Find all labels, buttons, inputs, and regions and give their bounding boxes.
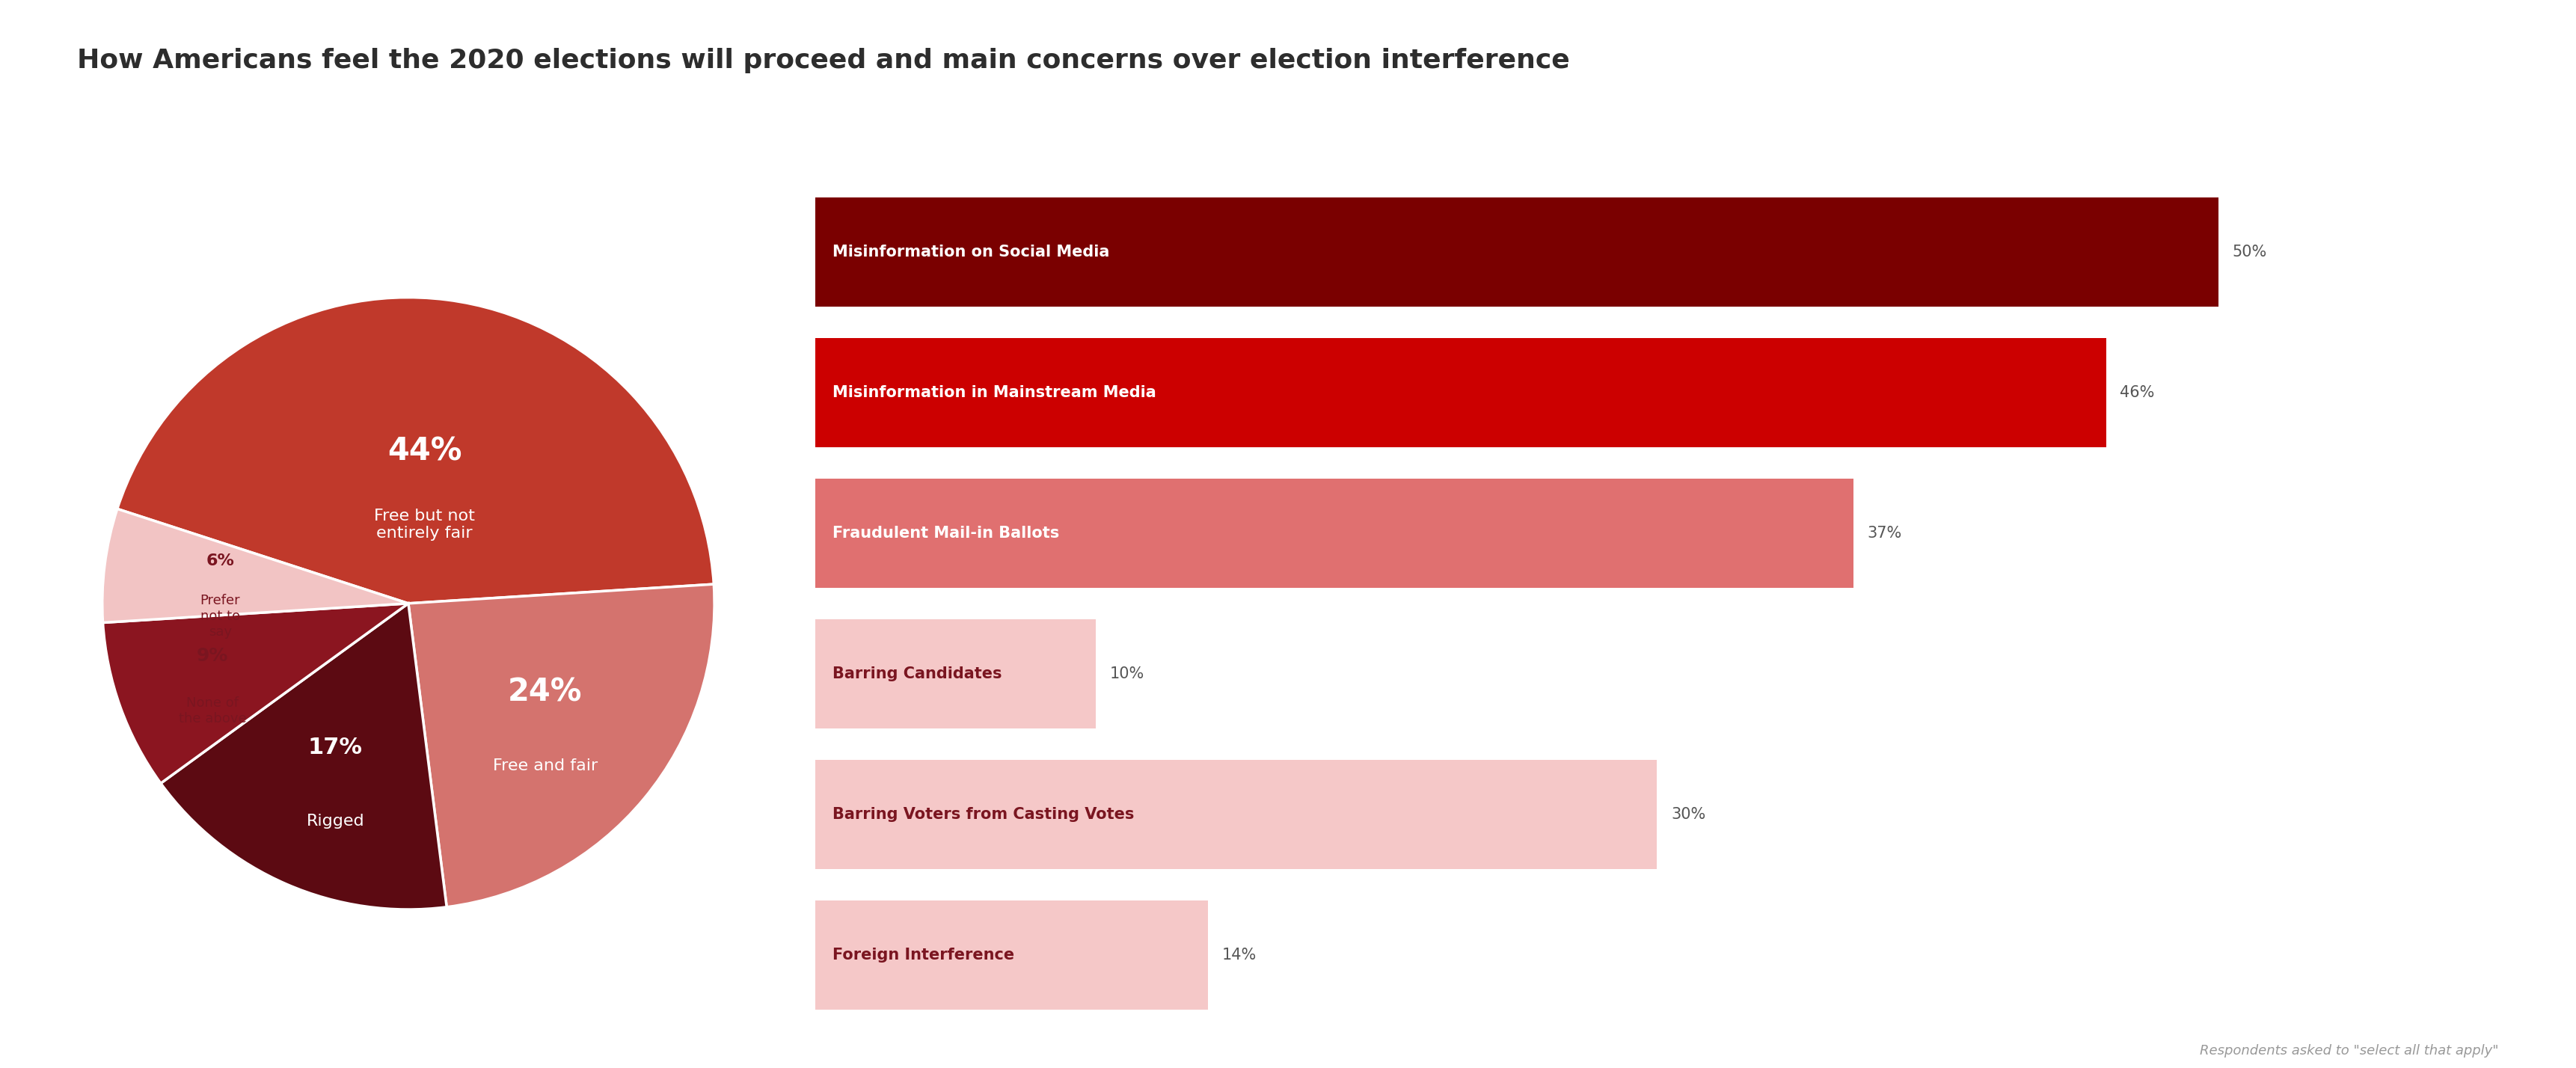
Text: None of
the above: None of the above <box>178 696 247 725</box>
Bar <box>817 337 2107 447</box>
Text: Prefer
not to
say: Prefer not to say <box>201 594 240 639</box>
Bar <box>817 198 2218 307</box>
Wedge shape <box>118 297 714 603</box>
Text: How Americans feel the 2020 elections will proceed and main concerns over electi: How Americans feel the 2020 elections wi… <box>77 48 1569 74</box>
Bar <box>817 478 1855 587</box>
Text: Free but not
entirely fair: Free but not entirely fair <box>374 508 474 541</box>
Text: 6%: 6% <box>206 554 234 569</box>
Bar <box>817 900 1208 1009</box>
Bar <box>817 619 1095 728</box>
Text: Misinformation in Mainstream Media: Misinformation in Mainstream Media <box>832 384 1157 400</box>
Text: Fraudulent Mail-in Ballots: Fraudulent Mail-in Ballots <box>832 525 1059 540</box>
Text: 24%: 24% <box>507 676 582 708</box>
Text: Barring Candidates: Barring Candidates <box>832 666 1002 681</box>
Text: Misinformation on Social Media: Misinformation on Social Media <box>832 245 1110 260</box>
Wedge shape <box>410 584 714 907</box>
Text: Free and fair: Free and fair <box>492 758 598 773</box>
Text: 30%: 30% <box>1672 806 1705 822</box>
Text: Rigged: Rigged <box>307 814 363 829</box>
Bar <box>817 759 1656 869</box>
Text: 17%: 17% <box>309 737 363 758</box>
Text: 9%: 9% <box>196 646 229 664</box>
Text: Barring Voters from Casting Votes: Barring Voters from Casting Votes <box>832 806 1133 822</box>
Text: 10%: 10% <box>1110 666 1144 681</box>
Text: Respondents asked to "select all that apply": Respondents asked to "select all that ap… <box>2200 1043 2499 1057</box>
Wedge shape <box>160 603 446 910</box>
Text: 44%: 44% <box>386 436 461 467</box>
Text: Foreign Interference: Foreign Interference <box>832 947 1015 962</box>
Wedge shape <box>103 508 410 623</box>
Text: 37%: 37% <box>1868 525 1901 540</box>
Text: 14%: 14% <box>1221 947 1257 962</box>
Text: 50%: 50% <box>2233 245 2267 260</box>
Text: 46%: 46% <box>2120 384 2154 400</box>
Wedge shape <box>103 603 410 783</box>
